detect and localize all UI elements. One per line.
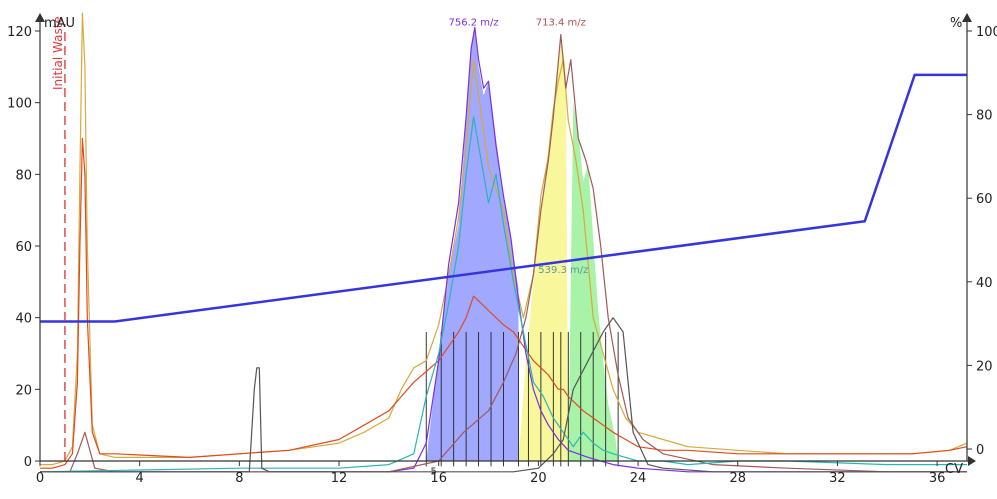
y-left-tick-label-3: 60	[15, 240, 32, 255]
y-right-tick-label-4: 80	[976, 109, 993, 124]
y-right-tick-label-1: 20	[976, 359, 993, 374]
y-right-tick-label-0: 0	[976, 443, 984, 458]
y-axis-left-title: mAU	[44, 16, 75, 31]
y-left-tick-label-4: 80	[15, 168, 32, 183]
y-left-tick-label-6: 120	[7, 25, 32, 40]
x-tick-label-4: 16	[430, 471, 447, 486]
series-line-2	[40, 26, 967, 473]
peak-annotation-2: 539.3 m/z	[538, 265, 588, 276]
gradient-line-group	[40, 73, 967, 323]
x-tick-label-5: 20	[530, 471, 547, 486]
y-left-tick-label-0: 0	[24, 455, 32, 470]
tick-groups: 0 4 8 12 16 20 24 28 32 36 0 20 40 60 80 100 120 0 20 40 60 8…	[7, 25, 997, 486]
x-tick-label-6: 24	[630, 471, 647, 486]
y-axis-left-arrow-icon	[35, 13, 45, 22]
x-axis-title: CV	[945, 462, 963, 477]
initial-waste-label: Initial Waste	[51, 16, 65, 90]
fraction-label-0: 5	[431, 467, 437, 478]
x-tick-label-8: 32	[829, 471, 846, 486]
peak-annotation-0: 756.2 m/z	[449, 18, 499, 29]
x-tick-label-3: 12	[331, 471, 348, 486]
y-right-tick-label-5: 100	[976, 25, 997, 40]
x-tick-label-2: 8	[235, 471, 243, 486]
y-axis-right-arrow-icon	[962, 13, 972, 22]
y-left-tick-label-2: 40	[15, 312, 32, 327]
peak-annotation-1: 713.4 m/z	[536, 18, 586, 29]
y-right-tick-label-3: 60	[976, 192, 993, 207]
fraction-region-1	[518, 34, 569, 461]
series-line-0	[40, 12, 968, 466]
peak-annotations: 756.2 m/z 713.4 m/z 539.3 m/z 5	[431, 18, 589, 478]
y-left-tick-label-1: 20	[15, 383, 32, 398]
fraction-region-0	[426, 27, 519, 462]
y-left-tick-label-5: 100	[7, 97, 32, 112]
x-axis-arrow-icon	[968, 456, 976, 466]
fraction-regions	[426, 27, 619, 462]
x-tick-label-0: 0	[36, 471, 44, 486]
x-tick-label-7: 28	[729, 471, 746, 486]
initial-waste-marker-group: Initial Waste	[51, 16, 66, 461]
y-axis-right-title: %	[950, 16, 962, 31]
gradient-line	[40, 73, 967, 323]
axes	[35, 13, 976, 466]
y-right-tick-label-2: 40	[976, 276, 993, 291]
x-tick-label-9: 36	[929, 471, 946, 486]
series-line-1	[40, 137, 968, 469]
x-tick-label-1: 4	[136, 471, 144, 486]
